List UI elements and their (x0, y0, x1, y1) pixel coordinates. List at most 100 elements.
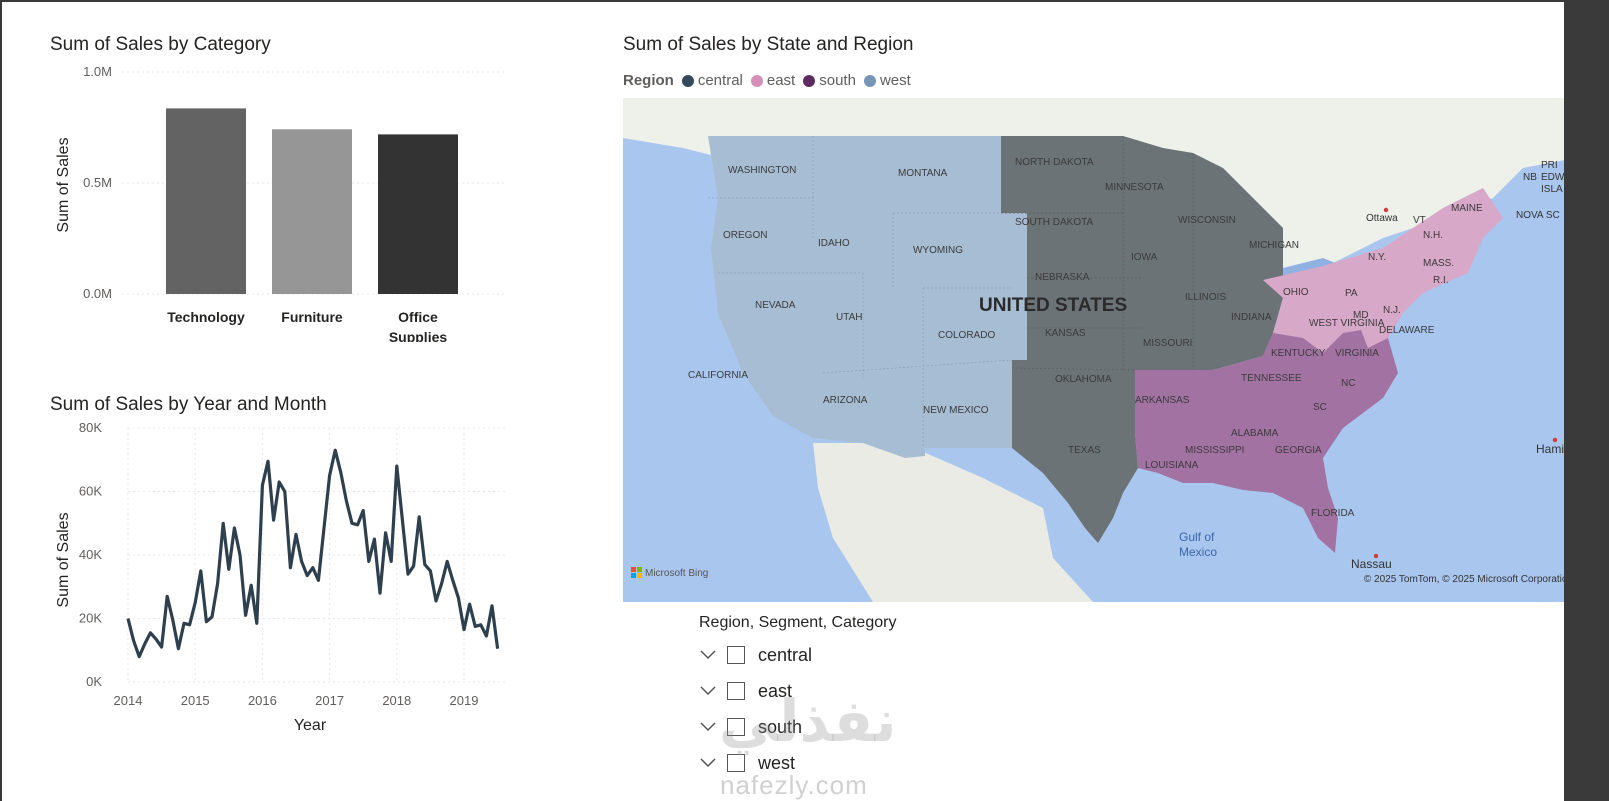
state-label: CALIFORNIA (688, 370, 748, 381)
state-label: MONTANA (898, 168, 948, 179)
slicer-checkbox[interactable] (727, 718, 745, 736)
bar-office-supplies[interactable] (378, 134, 458, 294)
slicer-item-label: east (758, 680, 793, 701)
chevron-down-icon[interactable] (699, 682, 717, 700)
bar-furniture[interactable] (272, 129, 352, 294)
central-borders (1001, 136, 1194, 371)
report-canvas: Sum of Sales by Category 0.0M 0.5M 1.0M Tec… (2, 2, 1564, 801)
state-label: NORTH DAKOTA (1015, 157, 1094, 168)
city-marker-icon (1552, 437, 1558, 443)
city-marker-icon (1373, 553, 1379, 559)
slicer-item-east[interactable]: east (699, 678, 792, 704)
state-label: MISSISSIPPI (1185, 445, 1244, 456)
canada-land (623, 98, 1564, 288)
state-label: MD (1353, 310, 1369, 321)
bar-chart[interactable]: 0.0M 0.5M 1.0M Technology Furniture Office Sup… (2, 2, 562, 342)
map-labels: WASHINGTON OREGON IDAHO MONTANA WYOMING CALIF… (645, 157, 1564, 585)
legend-dot-icon (863, 74, 876, 87)
slicer-item-west[interactable]: west (699, 750, 795, 776)
chevron-down-icon[interactable] (699, 718, 717, 736)
state-label: WEST VIRGINIA (1309, 318, 1385, 329)
bar-technology[interactable] (166, 108, 246, 295)
line-xtick-label: 2019 (450, 693, 479, 708)
state-label: IDAHO (818, 238, 850, 249)
region-central-shape[interactable] (1001, 136, 1283, 543)
state-label: WISCONSIN (1178, 215, 1236, 226)
state-label: DELAWARE (1379, 325, 1435, 336)
place-label: Mexico (1179, 545, 1217, 559)
state-label: LOUISIANA (1145, 460, 1199, 471)
map-canvas[interactable]: WASHINGTON OREGON IDAHO MONTANA WYOMING CALIF… (623, 98, 1564, 602)
legend-dot-icon (750, 74, 763, 87)
legend-item-west[interactable]: west (863, 72, 911, 89)
state-label: MISSOURI (1143, 338, 1192, 349)
line-ytick-label: 40K (79, 547, 102, 562)
slicer-item-central[interactable]: central (699, 642, 812, 668)
city-marker-icon (1383, 207, 1389, 213)
state-label: COLORADO (938, 330, 995, 341)
map-visual[interactable]: WASHINGTON OREGON IDAHO MONTANA WYOMING CALIF… (623, 98, 1564, 602)
state-label: ILLINOIS (1185, 292, 1226, 303)
place-label: Nassau (1351, 557, 1392, 571)
slicer-checkbox[interactable] (727, 682, 745, 700)
slicer-item-label: west (758, 752, 796, 773)
state-label: NEBRASKA (1035, 272, 1090, 283)
region-east-shape[interactable] (1263, 188, 1503, 353)
region-west-shape[interactable] (708, 136, 1027, 458)
chevron-down-icon[interactable] (699, 754, 717, 772)
bar-ytick-label: 0.0M (83, 286, 112, 301)
place-label: EDW (1541, 172, 1564, 183)
slicer-item-south[interactable]: south (699, 714, 802, 740)
state-label: OKLAHOMA (1055, 374, 1112, 385)
legend-item-south[interactable]: south (803, 72, 856, 89)
line-xtick-label: 2014 (114, 693, 143, 708)
state-label: WASHINGTON (728, 165, 796, 176)
state-label: NEW MEXICO (923, 405, 989, 416)
slicer-checkbox[interactable] (727, 646, 745, 664)
line-series[interactable] (126, 448, 500, 659)
line-xtick-label: 2017 (315, 693, 344, 708)
state-label: VT (1413, 215, 1426, 226)
slicer-checkbox[interactable] (727, 754, 745, 772)
line-chart-title: Sum of Sales by Year and Month (50, 394, 327, 415)
legend-title: Region (623, 72, 674, 89)
chevron-down-icon[interactable] (699, 646, 717, 664)
slicer-title: Region, Segment, Category (699, 614, 897, 631)
legend-item-east[interactable]: east (750, 72, 795, 89)
map-legend: Region central east south west (623, 72, 919, 89)
slicer-item-label: south (758, 716, 803, 737)
state-label: INDIANA (1231, 312, 1272, 323)
state-label: VIRGINIA (1335, 348, 1379, 359)
line-x-axis-title: Year (294, 717, 327, 734)
line-chart[interactable]: 0K 20K 40K 60K 80K 2014 2015 2016 2017 2018 2019 Ye… (2, 412, 562, 792)
place-label: PRI (1541, 160, 1558, 171)
legend-dot-icon (681, 74, 694, 87)
state-label: OREGON (723, 230, 767, 241)
state-label: UTAH (836, 312, 862, 323)
state-label: IOWA (1131, 252, 1158, 263)
line-ytick-label: 20K (79, 611, 102, 626)
state-label: PA (1345, 288, 1358, 299)
bing-attribution: Microsoft Bing (645, 568, 708, 579)
bar-ytick-label: 0.5M (83, 175, 112, 190)
place-label: NOVA SC (1516, 210, 1560, 221)
state-label: FLORIDA (1311, 508, 1355, 519)
region-south-shape[interactable] (1135, 330, 1398, 553)
state-borders (708, 136, 1013, 448)
map-attribution: © 2025 TomTom, © 2025 Microsoft Corporat… (1364, 574, 1564, 585)
state-label: TEXAS (1068, 445, 1101, 456)
state-label: N.J. (1383, 305, 1401, 316)
line-xtick-label: 2016 (248, 693, 277, 708)
state-label: MASS. (1423, 258, 1454, 269)
legend-item-central[interactable]: central (681, 72, 743, 89)
state-label: MAINE (1451, 203, 1483, 214)
state-label: OHIO (1283, 287, 1309, 298)
state-label: SOUTH DAKOTA (1015, 217, 1093, 228)
bing-logo (631, 567, 642, 578)
state-label: SC (1313, 402, 1327, 413)
line-ytick-label: 0K (86, 674, 102, 689)
bar-ytick-label: 1.0M (83, 64, 112, 79)
state-label: ARKANSAS (1135, 395, 1190, 406)
state-label: MICHIGAN (1249, 240, 1299, 251)
place-label: Hamilto (1536, 442, 1564, 456)
